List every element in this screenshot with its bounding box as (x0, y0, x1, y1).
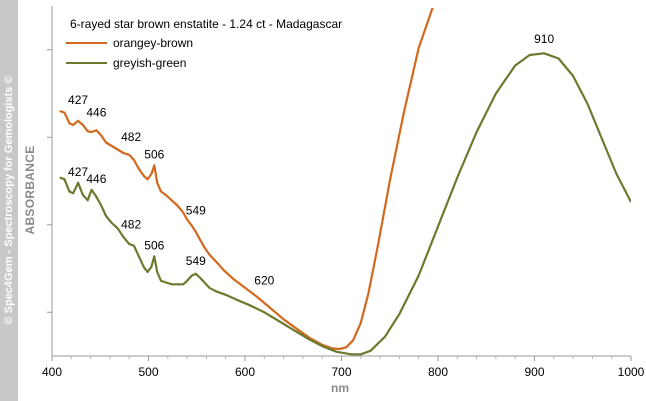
peak-label-446: 446 (86, 172, 106, 186)
side-credit-band: © Spec4Gem - Spectroscopy for Gemologist… (0, 0, 18, 401)
peak-label-910: 910 (534, 32, 554, 46)
x-tick-label: 400 (42, 365, 62, 379)
x-tick-label: 700 (331, 365, 351, 379)
x-tick-label: 600 (235, 365, 255, 379)
x-tick-label: 800 (428, 365, 448, 379)
peak-label-482: 482 (121, 130, 141, 144)
peak-label-549: 549 (186, 203, 206, 217)
peak-label-446: 446 (86, 105, 106, 119)
x-axis-label: nm (331, 381, 349, 395)
chart-title: 6-rayed star brown enstatite - 1.24 ct -… (70, 17, 342, 31)
axes: 400 500 600 700 800 900 1000 (42, 6, 645, 379)
legend-label-greyish-green: greyish-green (113, 56, 186, 70)
peak-label-427: 427 (68, 165, 88, 179)
peak-label-482: 482 (121, 217, 141, 231)
peak-label-427: 427 (68, 93, 88, 107)
x-tick-label: 1000 (618, 365, 645, 379)
x-tick-label: 500 (138, 365, 158, 379)
peak-label-549: 549 (186, 254, 206, 268)
peak-label-506: 506 (144, 147, 164, 161)
legend: orangey-brown greyish-green (66, 36, 193, 70)
series-line-greyish-green (59, 52, 631, 356)
peak-label-506: 506 (144, 238, 164, 252)
series-layer (59, 8, 631, 356)
x-tick-label: 900 (524, 365, 544, 379)
peak-label-620: 620 (254, 273, 274, 287)
series-line-orangey-brown (59, 8, 434, 351)
legend-label-orangey-brown: orangey-brown (113, 36, 193, 50)
